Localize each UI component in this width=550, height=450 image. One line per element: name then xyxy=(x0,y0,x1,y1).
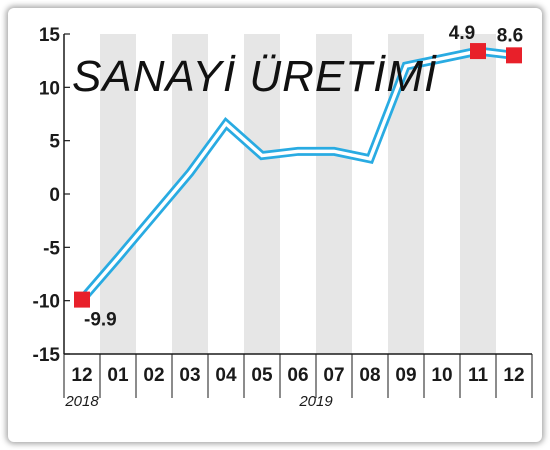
y-tick-label: 10 xyxy=(39,78,60,99)
y-tick-label: 15 xyxy=(39,25,61,46)
x-tick-label: 10 xyxy=(431,365,452,386)
x-tick-label: 05 xyxy=(251,365,273,386)
data-marker xyxy=(74,291,90,308)
x-tick-label: 01 xyxy=(107,365,129,386)
grid-bands xyxy=(100,34,496,354)
x-tick-label: 04 xyxy=(215,365,237,386)
data-label: 8.6 xyxy=(497,25,523,46)
data-marker xyxy=(470,43,486,60)
y-tick-labels: 15 10 5 0 -5 -10 -15 xyxy=(33,25,61,366)
chart-frame: 15 10 5 0 -5 -10 -15 12 01 02 03 04 05 06 07 08 09 10 11 1… xyxy=(8,8,542,442)
y-tick-label: -15 xyxy=(33,345,61,366)
axes xyxy=(63,33,533,398)
series-line-core xyxy=(80,49,515,301)
x-tick-label: 09 xyxy=(395,365,416,386)
x-tick-label: 11 xyxy=(468,365,489,386)
grid-band xyxy=(460,34,496,354)
x-tick-label: 02 xyxy=(143,365,164,386)
year-label: 2019 xyxy=(298,393,333,410)
y-tick-label: 5 xyxy=(49,132,60,153)
grid-band xyxy=(316,34,352,354)
year-labels: 2018 2019 xyxy=(64,393,333,410)
grid-band xyxy=(172,34,208,354)
data-label: 4.9 xyxy=(449,23,475,44)
x-tick-labels: 12 01 02 03 04 05 06 07 08 09 10 11 12 xyxy=(71,365,524,386)
x-tick-label: 08 xyxy=(359,365,380,386)
y-tick-label: -10 xyxy=(33,292,60,313)
y-tick-label: 0 xyxy=(49,185,60,206)
x-tick-label: 03 xyxy=(179,365,200,386)
grid-band xyxy=(100,34,136,354)
data-markers xyxy=(74,43,522,308)
series-line xyxy=(78,46,515,303)
x-tick-label: 12 xyxy=(71,365,92,386)
chart-title: SANAYİ ÜRETİMİ xyxy=(72,52,437,101)
y-tick-label: -5 xyxy=(43,238,60,259)
year-label: 2018 xyxy=(64,393,99,410)
x-tick-label: 06 xyxy=(287,365,308,386)
data-labels: -9.9 4.9 8.6 xyxy=(84,23,523,331)
x-tick-label: 07 xyxy=(323,365,344,386)
data-label: -9.9 xyxy=(84,310,117,331)
data-marker xyxy=(506,47,522,64)
grid-band xyxy=(244,34,280,354)
x-tick-label: 12 xyxy=(503,365,524,386)
